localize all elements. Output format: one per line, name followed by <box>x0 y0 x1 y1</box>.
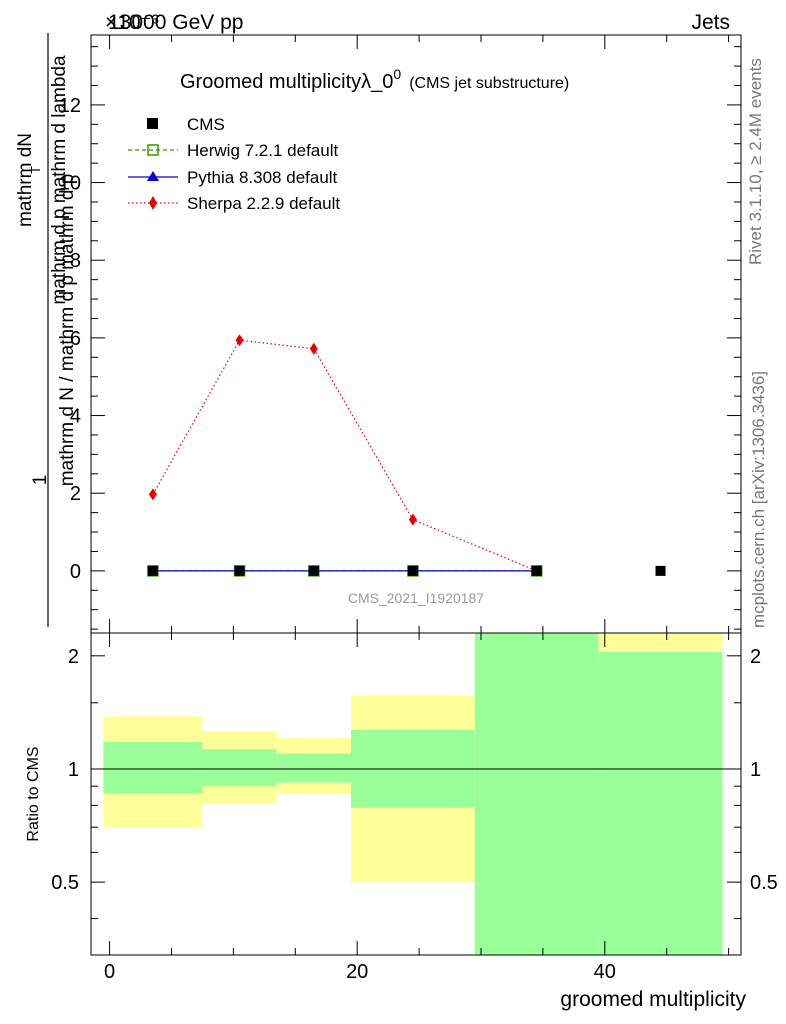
legend-label-pythia: Pythia 8.308 default <box>187 168 338 187</box>
mcplots-note: mcplots.cern.ch [arXiv:1306.3436] <box>749 371 768 628</box>
ratio-band-inner <box>276 753 351 783</box>
beam-energy-label: 13000 GeV pp <box>108 11 243 34</box>
y-tick-label: 0 <box>70 561 81 583</box>
legend-label-herwig: Herwig 7.2.1 default <box>187 141 338 160</box>
rivet-version-note: Rivet 3.1.10, ≥ 2.4M events <box>746 58 765 265</box>
legend-marker-pythia <box>147 171 159 181</box>
x-tick-label: 40 <box>594 961 616 983</box>
ratio-plot-frame <box>90 632 742 956</box>
data-point-diamond <box>408 513 417 526</box>
y-axis-title-numerator-text: mathrm dN <box>15 133 36 227</box>
y-axis-title-prefix: 1 <box>30 475 51 486</box>
analysis-watermark: CMS_2021_I1920187 <box>348 590 484 606</box>
data-point-square <box>308 565 319 576</box>
x-axis-ticks: 0 20 40 <box>104 35 730 983</box>
x-tick-label: 20 <box>346 961 368 983</box>
y-axis-title-numerator: mathrm dN <box>15 133 36 227</box>
chart-title-main: Groomed multiplicityλ_0 <box>180 71 393 93</box>
ratio-band-inner <box>103 741 203 794</box>
exponent-label: ×10⁻³ <box>105 11 159 34</box>
chart-subtitle: (CMS jet substructure) <box>409 75 569 92</box>
y-axis-title-denominator-1: mathrm d p mathrm d lambda <box>49 55 70 305</box>
data-point-diamond <box>235 334 244 347</box>
ratio-tick-label-right: 0.5 <box>750 872 778 894</box>
x-axis-title: groomed multiplicity <box>560 988 746 1011</box>
ratio-axis-title: Ratio to CMS <box>25 746 42 841</box>
data-point-diamond <box>309 342 318 355</box>
y-tick-label: 6 <box>70 328 81 350</box>
data-point-square <box>531 565 542 576</box>
legend-marker-cms <box>147 118 158 129</box>
data-point-square <box>655 565 666 576</box>
ratio-band-inner <box>202 749 277 787</box>
legend-label-cms: CMS <box>187 115 225 134</box>
y-axis-title-denominator-2: mathrm d N / mathrm d p mathrm d p <box>57 174 78 487</box>
y-tick-label: 8 <box>70 250 81 272</box>
ratio-tick-label: 1 <box>68 759 79 781</box>
y-tick-label: 2 <box>70 483 81 505</box>
data-point-square <box>234 565 245 576</box>
chart-title: Groomed multiplicityλ_00 (CMS jet substru… <box>180 66 569 93</box>
legend-marker-sherpa <box>149 196 157 210</box>
ratio-tick-label-right: 2 <box>750 646 761 668</box>
ratio-band-inner <box>598 651 723 955</box>
main-axis-ticks: 0 2 4 6 8 10 12 <box>59 46 741 630</box>
y-axis-title-numerator-sub: T <box>28 166 43 174</box>
chart-title-superscript: 0 <box>393 66 401 82</box>
ratio-axis-ticks: 0.5 0.5 1 1 2 2 <box>51 646 778 920</box>
series-layer <box>147 334 666 577</box>
y-tick-label: 4 <box>70 406 81 428</box>
data-point-square <box>147 565 158 576</box>
data-point-square <box>407 565 418 576</box>
legend-marker-herwig <box>147 144 159 156</box>
ratio-band-inner <box>474 633 599 955</box>
y-tick-label: 12 <box>59 95 81 117</box>
legend-label-sherpa: Sherpa 2.2.9 default <box>187 194 340 213</box>
ratio-tick-label-right: 1 <box>750 759 761 781</box>
process-label: Jets <box>691 11 730 34</box>
x-tick-label: 0 <box>104 961 115 983</box>
legend: CMS Herwig 7.2.1 default Pythia 8.308 de… <box>128 115 340 213</box>
ratio-tick-label: 0.5 <box>51 872 79 894</box>
y-axis-title: 1 mathrm dN T mathrm d p mathrm d lambda… <box>15 33 78 627</box>
ratio-bands <box>103 633 723 955</box>
y-tick-label: 10 <box>59 173 81 195</box>
data-point-diamond <box>148 488 157 501</box>
ratio-tick-label: 2 <box>68 646 79 668</box>
